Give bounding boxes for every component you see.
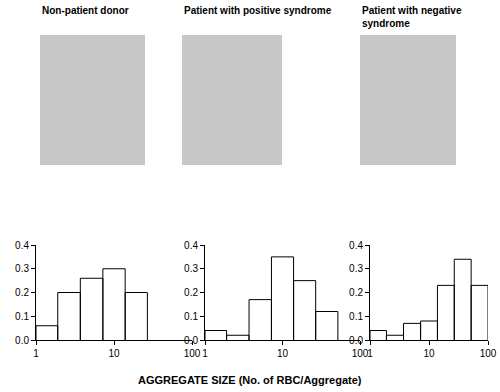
svg-text:0.3: 0.3 — [15, 263, 29, 274]
svg-text:Patient with negativesyndrome: Patient with negativesyndrome — [362, 5, 462, 29]
svg-text:0.0: 0.0 — [184, 335, 198, 346]
svg-text:0.3: 0.3 — [349, 263, 363, 274]
svg-text:0.2: 0.2 — [15, 287, 29, 298]
svg-text:0.0: 0.0 — [349, 335, 363, 346]
svg-text:0.1: 0.1 — [349, 311, 363, 322]
svg-text:Non-patient donor: Non-patient donor — [42, 5, 129, 16]
svg-text:Patient with positive syndrome: Patient with positive syndrome — [184, 5, 332, 16]
svg-text:0.4: 0.4 — [349, 240, 363, 251]
svg-text:100: 100 — [480, 348, 497, 359]
svg-text:AGGREGATE SIZE (No. of RBC/Agg: AGGREGATE SIZE (No. of RBC/Aggregate) — [138, 374, 362, 386]
svg-text:10: 10 — [108, 348, 120, 359]
svg-text:1: 1 — [33, 348, 39, 359]
svg-text:10: 10 — [423, 348, 435, 359]
svg-text:0.1: 0.1 — [184, 311, 198, 322]
svg-text:0.2: 0.2 — [349, 287, 363, 298]
svg-text:1: 1 — [367, 348, 373, 359]
svg-text:10: 10 — [277, 348, 289, 359]
svg-text:0.4: 0.4 — [184, 240, 198, 251]
svg-text:0.4: 0.4 — [15, 240, 29, 251]
svg-text:0.3: 0.3 — [184, 263, 198, 274]
svg-text:1: 1 — [202, 348, 208, 359]
svg-text:0.2: 0.2 — [184, 287, 198, 298]
svg-text:0.0: 0.0 — [15, 335, 29, 346]
svg-text:100: 100 — [352, 348, 369, 359]
svg-text:0.1: 0.1 — [15, 311, 29, 322]
svg-text:100: 100 — [184, 348, 201, 359]
